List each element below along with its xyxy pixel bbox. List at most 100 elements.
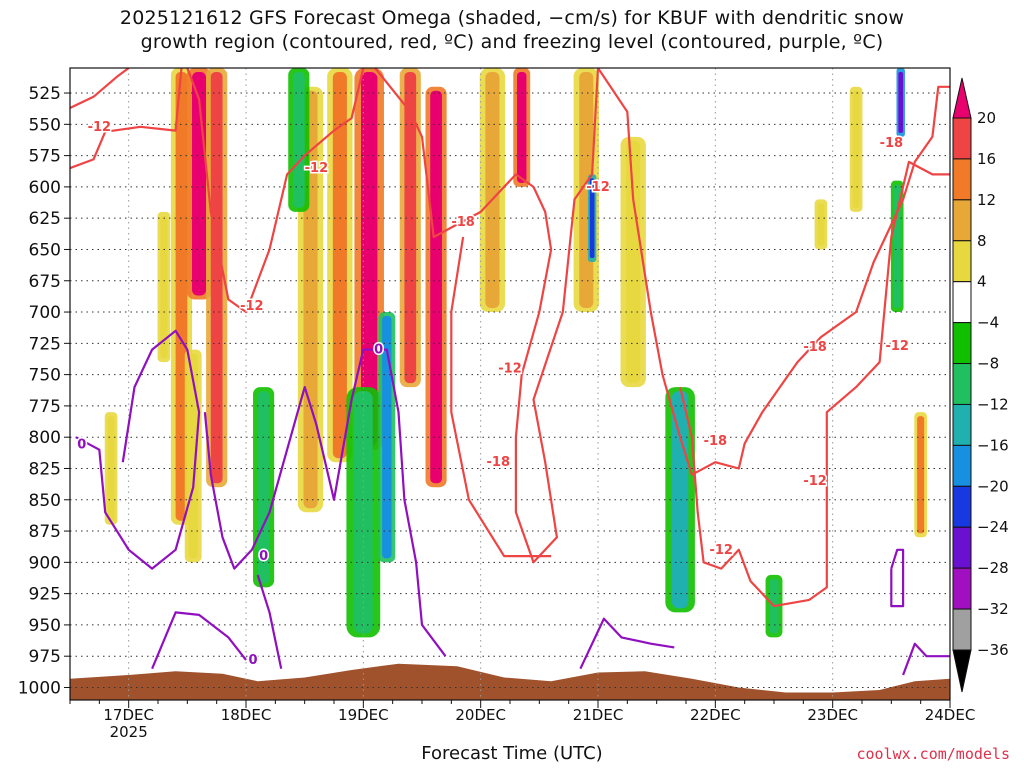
colorbar-bottom-arrow [952, 649, 972, 693]
y-tick-label-775: 775 [29, 397, 61, 417]
colorbar-swatch-13 [952, 608, 972, 651]
colorbar-label-5: −4 [977, 314, 999, 332]
omega-cell-23 [107, 416, 115, 521]
x-tick-label-23dec: 23DEC [807, 706, 858, 724]
temperature-contours [70, 68, 950, 676]
y-tick-label-550: 550 [29, 115, 61, 135]
omega-cell-13 [188, 353, 198, 559]
chart-title: 2025121612 GFS Forecast Omega (shaded, −… [0, 6, 1024, 54]
colorbar-label-6: −8 [977, 355, 999, 373]
omega-shading [104, 68, 928, 638]
freezing-contour-d [256, 574, 283, 669]
y-tick-label-600: 600 [29, 178, 61, 198]
colorbar-swatch-5 [952, 281, 972, 324]
omega-cell-9 [517, 72, 527, 183]
y-tick-label-950: 950 [29, 616, 61, 636]
omega-cell-12 [917, 416, 925, 534]
y-tick-label-625: 625 [29, 209, 61, 229]
freezing-label-2: 0 [249, 653, 258, 668]
freezing-contour-c [151, 611, 247, 670]
time-axis: 17DEC 18DEC 19DEC 20DEC 21DEC 22DEC 23DEC 24DEC… [69, 700, 975, 741]
colorbar-label-3: 8 [977, 232, 987, 250]
omega-cell-22 [292, 72, 305, 208]
omega-cell-5 [360, 72, 378, 446]
x-tick-label-22dec: 22DEC [690, 706, 741, 724]
omega-cell-8 [485, 72, 500, 309]
freezing-label-1: 0 [259, 549, 268, 564]
y-tick-label-900: 900 [29, 553, 61, 573]
colorbar-label-9: −20 [977, 477, 1009, 495]
omega-cell-6 [404, 72, 417, 384]
colorbar-label-2: 12 [977, 191, 996, 209]
colorbar-label-13: −36 [977, 641, 1009, 659]
colorbar-swatch-9 [952, 444, 972, 487]
snow-growth-label-2: -12 [305, 161, 329, 176]
y-tick-label-700: 700 [29, 303, 61, 323]
colorbar-swatch-2 [952, 158, 972, 201]
snow-growth-contour-g [679, 160, 950, 608]
x-tick-label-18dec: 18DEC [221, 706, 272, 724]
omega-cell-14 [257, 391, 270, 584]
freezing-label-0: 0 [77, 438, 86, 453]
omega-cell-4 [332, 72, 347, 459]
snow-growth-contour-e [450, 236, 552, 558]
omega-cell-21 [898, 72, 904, 133]
omega-cell-26 [852, 90, 860, 208]
y-tick-label-575: 575 [29, 147, 61, 167]
snow-growth-label-10: -12 [803, 474, 827, 489]
omega-cell-15 [353, 391, 373, 634]
freezing-label-3: 0 [374, 343, 383, 358]
y-tick-label-975: 975 [29, 647, 61, 667]
omega-cell-7 [430, 90, 442, 484]
snow-growth-label-7: -18 [704, 434, 728, 449]
grid-lines [70, 68, 951, 700]
snow-growth-contour-d [374, 68, 600, 564]
x-tick-year: 2025 [110, 723, 148, 741]
y-tick-label-675: 675 [29, 272, 61, 292]
colorbar-label-8: −16 [977, 436, 1009, 454]
colorbar-label-4: 4 [977, 273, 987, 291]
colorbar-label-7: −12 [977, 395, 1009, 413]
y-tick-label-925: 925 [29, 585, 61, 605]
omega-cell-11 [626, 140, 641, 384]
terrain-surface [70, 663, 950, 700]
omega-colorbar: 20 16 12 8 4 −4 −8 −12 −16 −20 −24 −28 −32 −36 [952, 77, 1009, 693]
freezing-contour-f [890, 548, 905, 608]
snow-growth-contour-f [597, 68, 950, 476]
snow-growth-label-3: -18 [451, 215, 475, 230]
terrain-fill [70, 663, 950, 700]
colorbar-swatch-12 [952, 567, 972, 610]
x-tick-label-20dec: 20DEC [455, 706, 506, 724]
snow-growth-contour-c [186, 68, 365, 314]
omega-cell-2 [210, 72, 223, 484]
omega-cell-16 [382, 316, 392, 559]
colorbar-top-arrow [952, 77, 972, 119]
snow-growth-label-6: -12 [586, 180, 610, 195]
x-tick-label-17dec: 17DEC [103, 706, 154, 724]
colorbar-swatch-7 [952, 363, 972, 405]
y-tick-label-750: 750 [29, 366, 61, 386]
snow-growth-contour-b [70, 68, 183, 170]
contour-labels: -12 -12 -12 -18 -12 -18 -12 -18 -12 -18 -12 -12 -18 0… [76, 118, 911, 669]
y-tick-label-800: 800 [29, 428, 61, 448]
y-tick-label-525: 525 [29, 84, 61, 104]
y-tick-label-825: 825 [29, 459, 61, 479]
snow-growth-label-11: -12 [885, 339, 909, 354]
freezing-contour-a [75, 329, 201, 570]
y-tick-label-1000: 1000 [18, 678, 61, 698]
colorbar-swatch-3 [952, 199, 972, 242]
colorbar-swatch-10 [952, 485, 972, 528]
colorbar-label-11: −28 [977, 559, 1009, 577]
snow-growth-contour-a [70, 68, 130, 109]
colorbar-swatch-1 [952, 117, 972, 160]
pressure-axis: 525 550 575 600 625 650 675 700 725 750 775 800 825 8… [18, 84, 70, 698]
y-tick-label-650: 650 [29, 240, 61, 260]
colorbar-label-10: −24 [977, 518, 1009, 536]
colorbar-label-0: 20 [977, 109, 996, 127]
chart-title-line1: 2025121612 GFS Forecast Omega (shaded, −… [119, 7, 905, 29]
y-tick-label-850: 850 [29, 491, 61, 511]
snow-growth-label-5: -18 [487, 455, 511, 470]
source-credit: coolwx.com/models [856, 745, 1010, 763]
snow-growth-label-1: -12 [240, 299, 264, 314]
